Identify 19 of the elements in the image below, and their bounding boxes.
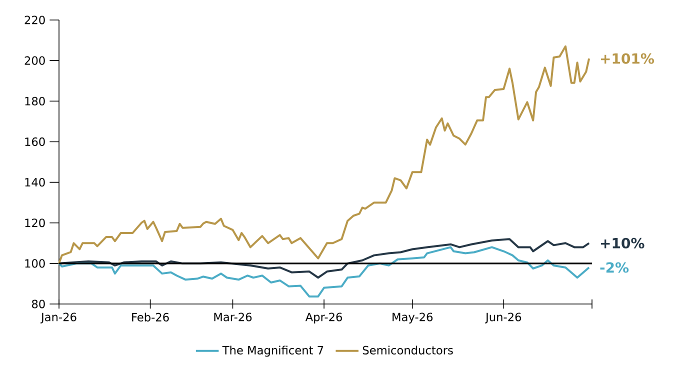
- annotation: +101%: [600, 53, 654, 64]
- x-tick-label: Jun-26: [484, 312, 522, 324]
- y-tick-label: 100: [25, 259, 45, 268]
- legend-label: Semiconductors: [362, 346, 453, 354]
- annotation: -2%: [600, 262, 629, 273]
- y-tick-label: 160: [25, 137, 45, 146]
- annotation: +10%: [600, 238, 644, 248]
- x-tick-label: Feb-26: [132, 312, 169, 322]
- x-tick-label: Apr-26: [305, 312, 342, 324]
- y-tick-label: 140: [25, 178, 45, 187]
- x-tick-label: Mar-26: [214, 312, 252, 322]
- y-tick-label: 220: [24, 16, 45, 24]
- x-tick-label: May-26: [392, 312, 433, 324]
- legend-label: The Magnificent 7: [222, 346, 324, 357]
- x-tick-label: Jan-26: [40, 312, 76, 324]
- y-tick-label: 200: [24, 56, 45, 65]
- y-tick-label: 120: [25, 218, 45, 228]
- y-tick-label: 180: [25, 96, 45, 106]
- y-tick-label: 80: [32, 300, 45, 308]
